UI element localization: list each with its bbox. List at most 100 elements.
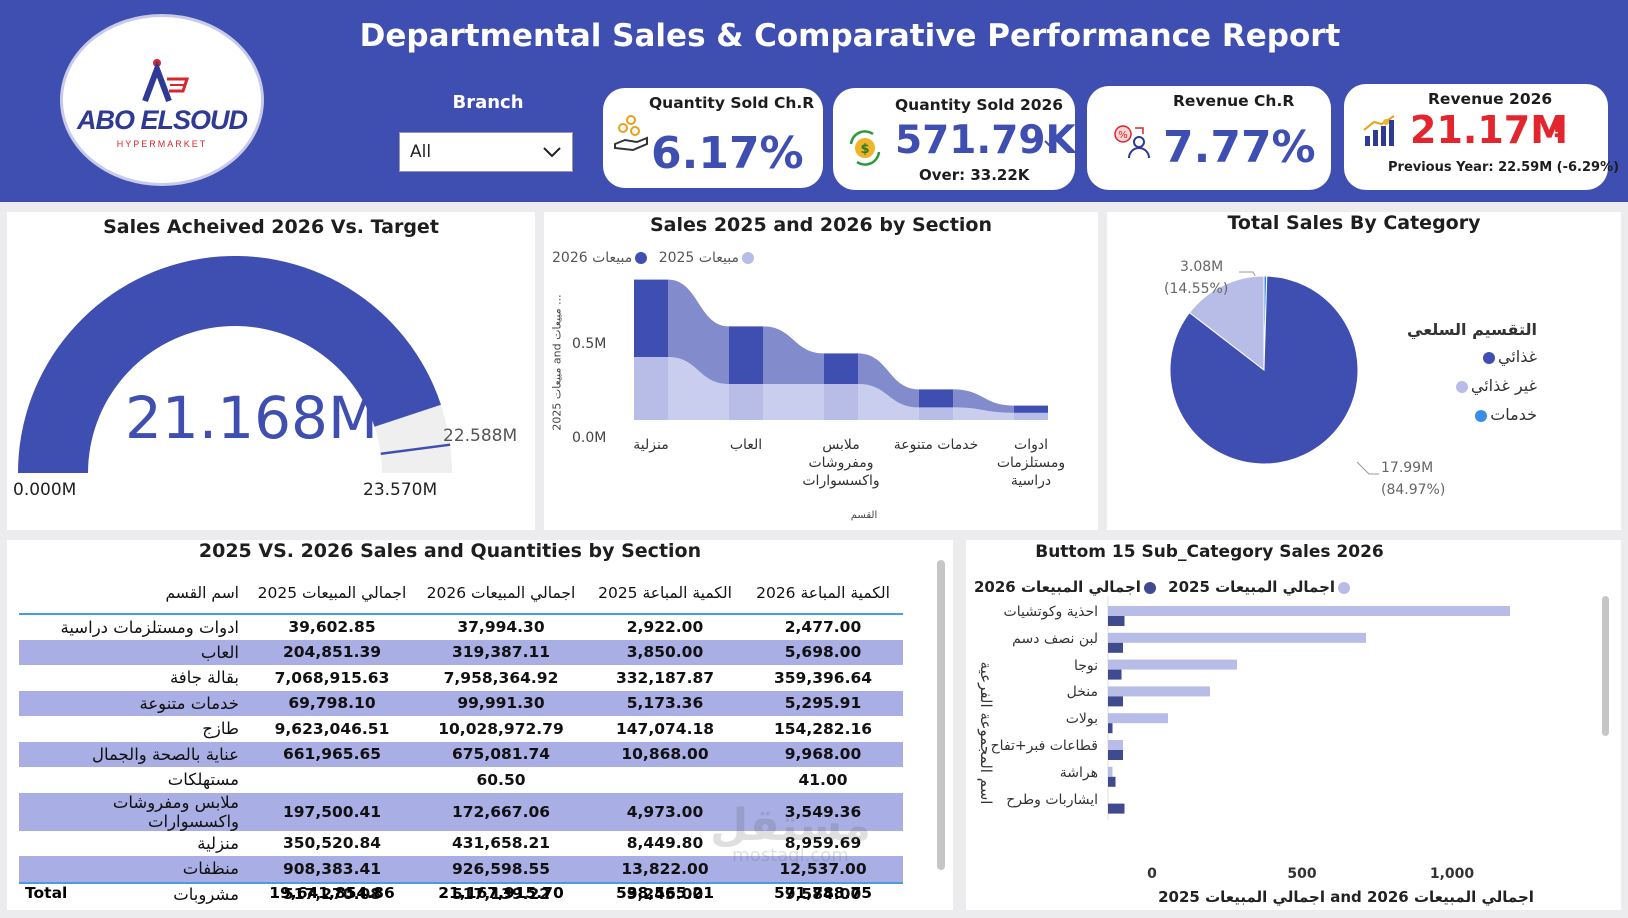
value-cell: 204,851.39 bbox=[249, 639, 415, 665]
table-header-row: اسم القسم اجمالي المبيعات 2025 اجمالي ال… bbox=[19, 572, 903, 615]
table-row[interactable]: خدمات متنوعة 69,798.10 99,991.30 5,173.36 5,… bbox=[19, 690, 903, 716]
table-row[interactable]: منزلية 350,520.84 431,658.21 8,449.80 8,959.… bbox=[19, 831, 903, 857]
table-row[interactable]: بقالة جافة 7,068,915.63 7,958,364.92 332,18… bbox=[19, 665, 903, 691]
pie-legend-title: التقسيم السلعي bbox=[1407, 320, 1537, 339]
bar-2025 bbox=[1108, 740, 1123, 750]
ytick: 0.5M bbox=[572, 336, 607, 352]
value-cell: 908,383.41 bbox=[249, 856, 415, 882]
chevron-down-icon bbox=[543, 147, 561, 158]
value-cell: 350,520.84 bbox=[282, 834, 382, 853]
ribbon-flow-2026 bbox=[763, 326, 824, 384]
total-cell: 21,167,915.70 bbox=[438, 884, 564, 902]
section-name-cell: بقالة جافة bbox=[169, 668, 239, 688]
revenue-person-icon: % bbox=[1114, 125, 1150, 159]
bar-2026 bbox=[1108, 642, 1123, 653]
ribbon-segment-2025 bbox=[1014, 412, 1048, 420]
legend-item-2026[interactable]: اجمالي المبيعات 2026 bbox=[974, 578, 1159, 596]
ribbon-x-tick: ملابس ومفروشات واكسسوارات bbox=[802, 437, 880, 490]
value-cell: 5,295.91 bbox=[743, 690, 903, 716]
bar-2025 bbox=[1108, 766, 1113, 777]
table-total-divider bbox=[19, 882, 903, 884]
bar-2025 bbox=[1108, 606, 1510, 616]
branch-dropdown[interactable]: All bbox=[399, 132, 573, 172]
total-cell: 19,641,854.86 bbox=[269, 884, 395, 902]
total-cell: 538,565.21 bbox=[615, 884, 715, 902]
value-cell bbox=[249, 767, 415, 793]
pie-label-small-pct: (14.55%) bbox=[1164, 281, 1229, 297]
ribbon-segment-2026 bbox=[729, 326, 763, 384]
table-scrollbar[interactable] bbox=[937, 560, 945, 870]
ribbon-flow-2026 bbox=[953, 389, 1014, 413]
value-cell: 319,387.11 bbox=[415, 639, 587, 665]
col-header[interactable]: اجمالي المبيعات 2025 bbox=[249, 572, 415, 615]
bars-y-tick: قطاعات فبر+تفاح bbox=[990, 738, 1098, 754]
kpi-revenue-2026: Revenue 2026 21.17M ! Previous Year: 22.… bbox=[1344, 84, 1619, 190]
legend-item-nonfood[interactable]: غير غذائي bbox=[1407, 376, 1537, 395]
xtick: 1,000 bbox=[1429, 866, 1475, 882]
logo-name: ABO ELSOUD bbox=[76, 105, 248, 135]
col-header[interactable]: اسم القسم bbox=[19, 572, 249, 615]
ribbon-flow-2025 bbox=[858, 384, 919, 420]
value-cell: 9,968.00 bbox=[743, 741, 903, 767]
section-name-cell: طازج bbox=[202, 719, 239, 739]
pie-label-big-pct: (84.97%) bbox=[1381, 482, 1446, 498]
ribbon-panel: Sales 2025 and 2026 by Section مبيعات 20… bbox=[544, 212, 1098, 530]
pie-leader-big bbox=[1356, 461, 1379, 475]
value-cell: 431,658.21 bbox=[451, 834, 551, 853]
legend-item-2025[interactable]: اجمالي المبيعات 2025 bbox=[1168, 578, 1353, 596]
table-row[interactable]: عناية بالصحة والجمال 661,965.65 675,081.74… bbox=[19, 741, 903, 767]
table-row[interactable]: منظفات 908,383.41 926,598.55 13,822.00 12,53… bbox=[19, 856, 903, 882]
table-row[interactable]: العاب 204,851.39 319,387.11 3,850.00 5,698.0… bbox=[19, 639, 903, 665]
table-row[interactable]: ادوات ومستلزمات دراسية 39,602.85 37,994.30… bbox=[19, 614, 903, 640]
bar-2025 bbox=[1108, 659, 1237, 670]
value-cell: 9,584.00 bbox=[784, 885, 862, 904]
pie-panel: Total Sales By Category 3.08M (14.55%) 1… bbox=[1107, 212, 1621, 530]
pie-slice bbox=[1188, 275, 1265, 372]
table-row[interactable]: مشروبات 517,270.08 517,139.22 9,245.00 9,584… bbox=[19, 882, 903, 908]
table-row[interactable]: طازج 9,623,046.51 10,028,972.79 147,074.18 1… bbox=[19, 716, 903, 742]
value-cell: 8,449.80 bbox=[626, 834, 704, 853]
pie-title: Total Sales By Category bbox=[1227, 212, 1481, 234]
growth-chart-icon bbox=[1363, 115, 1395, 146]
kpi-quantity-sold-2026: $ Quantity Sold 2026 571.79K Over: 33.22… bbox=[833, 88, 1076, 190]
bar-2026 bbox=[1108, 776, 1116, 787]
legend-item-2025[interactable]: مبيعات 2025 bbox=[659, 250, 757, 266]
table-total-row: Total 19,641,854.86 21,167,915.70 538,56… bbox=[19, 884, 903, 910]
value-cell: 517,270.08 bbox=[282, 885, 382, 904]
coins-hand-icon bbox=[614, 115, 648, 152]
value-cell: 172,667.06 bbox=[415, 792, 587, 831]
ribbon-segment-2025 bbox=[634, 357, 668, 420]
section-name-cell: ادوات ومستلزمات دراسية bbox=[60, 617, 239, 637]
kpi-value: 21.17M bbox=[1410, 108, 1569, 152]
ribbon-flow-2025 bbox=[763, 384, 824, 420]
legend-item-services[interactable]: خدمات bbox=[1407, 405, 1537, 424]
bars-y-tick: نوجا bbox=[1073, 657, 1098, 674]
branch-selected-value: All bbox=[410, 142, 432, 162]
value-cell: 517,139.22 bbox=[451, 885, 551, 904]
kpi-label: Revenue Ch.R bbox=[1173, 92, 1295, 110]
value-cell: 2,477.00 bbox=[784, 618, 862, 637]
value-cell: 9,245.00 bbox=[626, 885, 704, 904]
pie-label-small: 3.08M bbox=[1180, 259, 1224, 275]
value-cell: 3,549.36 bbox=[743, 792, 903, 831]
kpi-value: 6.17% bbox=[651, 128, 804, 179]
check-icon bbox=[1044, 135, 1058, 147]
ribbon-xlabel: القسم bbox=[850, 510, 878, 521]
table-row[interactable]: ملابس ومفروشات واكسسوارات 197,500.41 172,6… bbox=[19, 792, 903, 831]
kpi-revenue-change-rate: % Revenue Ch.R 7.77% bbox=[1087, 86, 1331, 190]
kpi-alert-mark: ! bbox=[1552, 118, 1562, 142]
bars-scrollbar[interactable] bbox=[1602, 596, 1609, 736]
report-header: ABO ELSOUD HYPERMARKET Departmental Sale… bbox=[0, 0, 1628, 202]
col-header[interactable]: الكمية المباعة 2026 bbox=[743, 572, 903, 615]
ytick: 0.0M bbox=[572, 430, 607, 446]
col-header[interactable]: اجمالي المبيعات 2026 bbox=[415, 572, 587, 615]
col-header[interactable]: الكمية المباعة 2025 bbox=[587, 572, 743, 615]
table-row[interactable]: مستهلكات 60.50 41.00 bbox=[19, 767, 903, 793]
bars-y-tick: منخل bbox=[1066, 684, 1098, 701]
bars-y-tick: هراشة bbox=[1059, 764, 1098, 781]
legend-item-2026[interactable]: مبيعات 2026 bbox=[552, 250, 650, 266]
ribbon-flow-2026 bbox=[668, 279, 729, 384]
legend-item-food[interactable]: غذائي bbox=[1407, 347, 1537, 366]
logo-subtitle: HYPERMARKET bbox=[116, 139, 208, 149]
pie-chart bbox=[1169, 271, 1379, 475]
